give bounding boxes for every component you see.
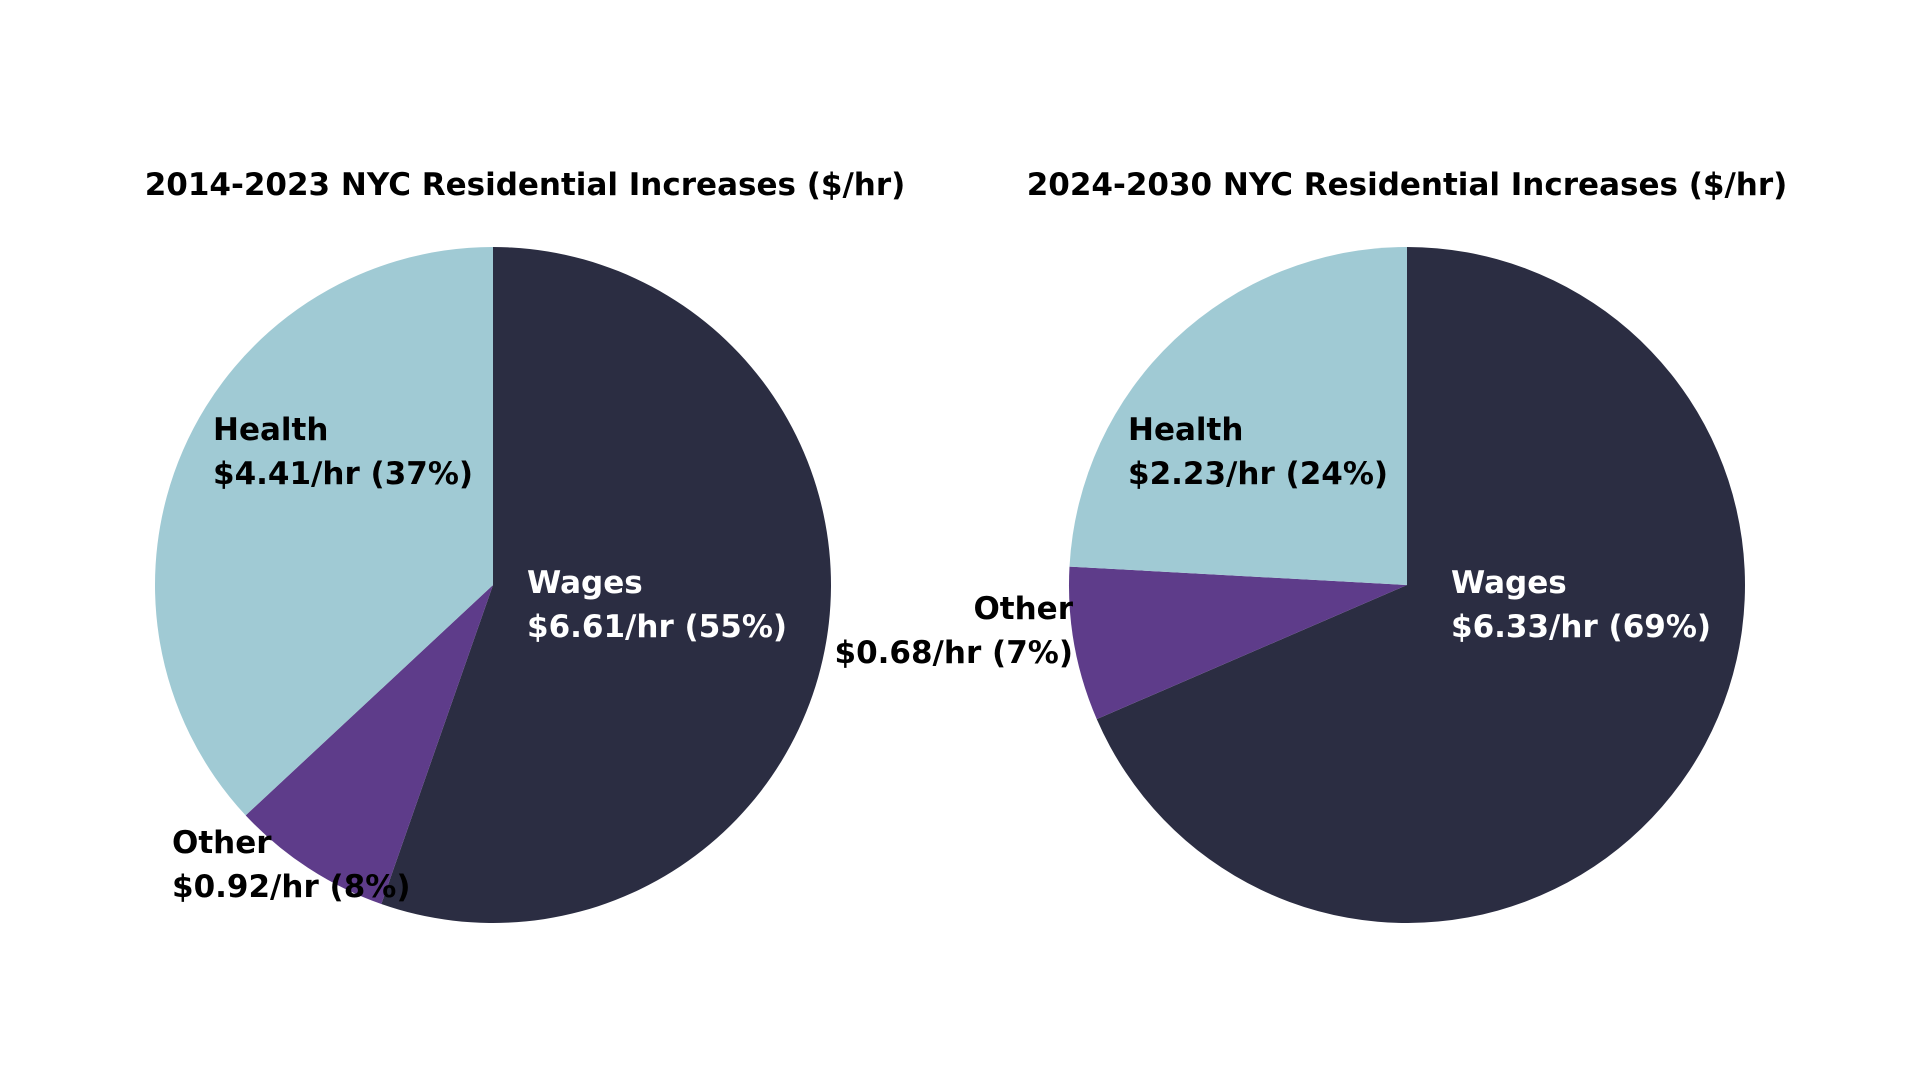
- slice-value-label: $0.68/hr (7%): [835, 635, 1074, 671]
- slice-name-label: Wages: [527, 565, 643, 601]
- slice-name-label: Other: [172, 825, 272, 861]
- pie-labels: Wages $6.61/hr (55%) Other $0.92/hr (8%) Hea…: [172, 412, 787, 905]
- pie-slice-other: [245, 585, 493, 905]
- pie-slices: [1069, 246, 1745, 923]
- slice-name-label: Health: [1128, 412, 1243, 448]
- slice-name-label: Other: [973, 591, 1073, 627]
- chart-title: 2014-2023 NYC Residential Increases ($/h…: [145, 167, 906, 203]
- slice-value-label: $6.61/hr (55%): [527, 609, 787, 645]
- pie-slices: [155, 247, 831, 923]
- pie-slice-other: [1069, 566, 1407, 720]
- pie-labels: Wages $6.33/hr (69%) Other $0.68/hr (7%) Hea…: [835, 412, 1712, 671]
- slice-value-label: $0.92/hr (8%): [172, 869, 411, 905]
- pie-slice-wages: [1096, 247, 1745, 923]
- slice-value-label: $2.23/hr (24%): [1128, 456, 1388, 492]
- slice-value-label: $6.33/hr (69%): [1451, 609, 1711, 645]
- slice-name-label: Health: [213, 412, 328, 448]
- pie-slice-health: [155, 247, 494, 816]
- pie-chart-2014-2023: 2014-2023 NYC Residential Increases ($/h…: [145, 167, 906, 923]
- pie-slice-wages: [381, 247, 831, 923]
- pie-chart-2024-2030: 2024-2030 NYC Residential Increases ($/h…: [835, 167, 1788, 923]
- slice-value-label: $4.41/hr (37%): [213, 456, 473, 492]
- pie-slice-health: [1069, 246, 1407, 585]
- chart-title: 2024-2030 NYC Residential Increases ($/h…: [1027, 167, 1788, 203]
- slice-name-label: Wages: [1451, 565, 1567, 601]
